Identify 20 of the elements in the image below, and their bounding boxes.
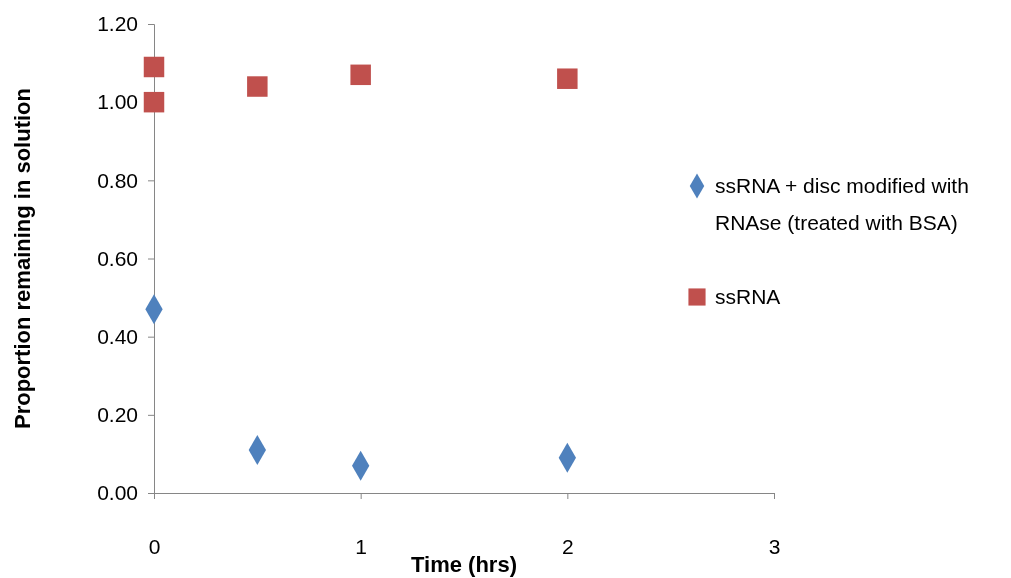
x-axis-title: Time (hrs) (411, 552, 517, 577)
point (350, 64, 371, 86)
x-tick-label: 0 (148, 534, 161, 558)
point (247, 76, 268, 97)
legend-label: ssRNA + disc modified with RNAse (treated with BSA) (715, 174, 969, 234)
y-tick-label: 0.80 (97, 168, 138, 192)
point (143, 91, 165, 113)
y-tick-label: 0.60 (97, 246, 138, 270)
y-tick-label: 0.00 (97, 481, 138, 505)
y-axis-title: Proportion remaining in solution (10, 88, 35, 429)
y-tick-label: 0.40 (97, 324, 138, 348)
point (143, 56, 165, 78)
legend-label: ssRNA (715, 285, 781, 308)
y-tick-label: 1.20 (97, 12, 138, 36)
y-tick-label: 0.20 (97, 403, 138, 427)
x-tick-label: 3 (768, 534, 781, 558)
y-tick-label: 1.00 (97, 90, 138, 114)
point (557, 68, 578, 89)
x-tick-label: 1 (355, 534, 368, 558)
x-tick-label: 2 (561, 534, 574, 558)
